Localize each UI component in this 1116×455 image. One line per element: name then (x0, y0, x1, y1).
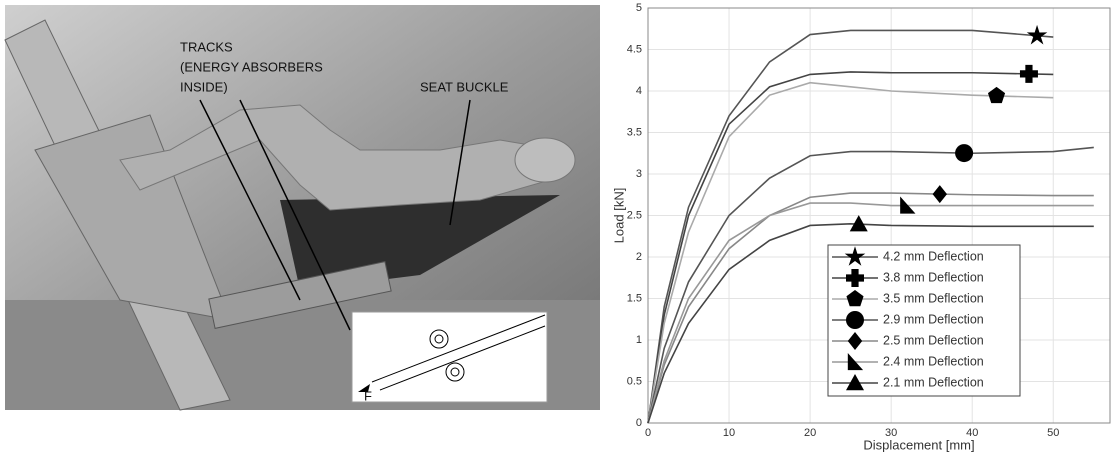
y-tick-label: 4.5 (627, 43, 642, 55)
legend-label: 2.1 mm Deflection (883, 375, 984, 389)
marker (955, 144, 973, 162)
x-axis-label: Displacement [mm] (863, 437, 974, 452)
legend-label: 3.5 mm Deflection (883, 291, 984, 305)
x-tick-label: 50 (1047, 427, 1059, 439)
label: INSIDE) (180, 79, 228, 94)
marker (988, 87, 1005, 103)
x-tick-label: 20 (804, 427, 816, 439)
legend-label: 3.8 mm Deflection (883, 270, 984, 284)
y-tick-label: 1.5 (627, 292, 642, 304)
marker (846, 311, 864, 329)
inset-diagram: F (352, 312, 547, 403)
x-tick-label: 10 (723, 427, 735, 439)
label: TRACKS (180, 39, 233, 54)
x-tick-label: 0 (645, 427, 651, 439)
legend-label: 2.5 mm Deflection (883, 333, 984, 347)
y-tick-label: 3 (636, 168, 642, 180)
marker (933, 185, 947, 203)
y-tick-label: 2 (636, 251, 642, 263)
legend-label: 4.2 mm Deflection (883, 249, 984, 263)
figure: TRACKS (ENERGY ABSORBERS INSIDE) SEAT BU… (0, 0, 1116, 455)
label: SEAT BUCKLE (420, 79, 509, 94)
label: (ENERGY ABSORBERS (180, 59, 323, 74)
legend-label: 2.4 mm Deflection (883, 354, 984, 368)
y-tick-label: 1 (636, 334, 642, 346)
y-tick-label: 4 (636, 85, 642, 97)
y-tick-label: 0 (636, 417, 642, 429)
legend-label: 2.9 mm Deflection (883, 312, 984, 326)
force-label: F (364, 388, 372, 403)
y-tick-label: 3.5 (627, 126, 642, 138)
y-tick-label: 5 (636, 2, 642, 14)
y-tick-label: 0.5 (627, 375, 642, 387)
y-axis-label: Load [kN] (611, 188, 626, 244)
photo: TRACKS (ENERGY ABSORBERS INSIDE) SEAT BU… (5, 5, 600, 410)
marker (1020, 65, 1038, 83)
y-tick-label: 2.5 (627, 209, 642, 221)
dummy-head (515, 138, 575, 182)
